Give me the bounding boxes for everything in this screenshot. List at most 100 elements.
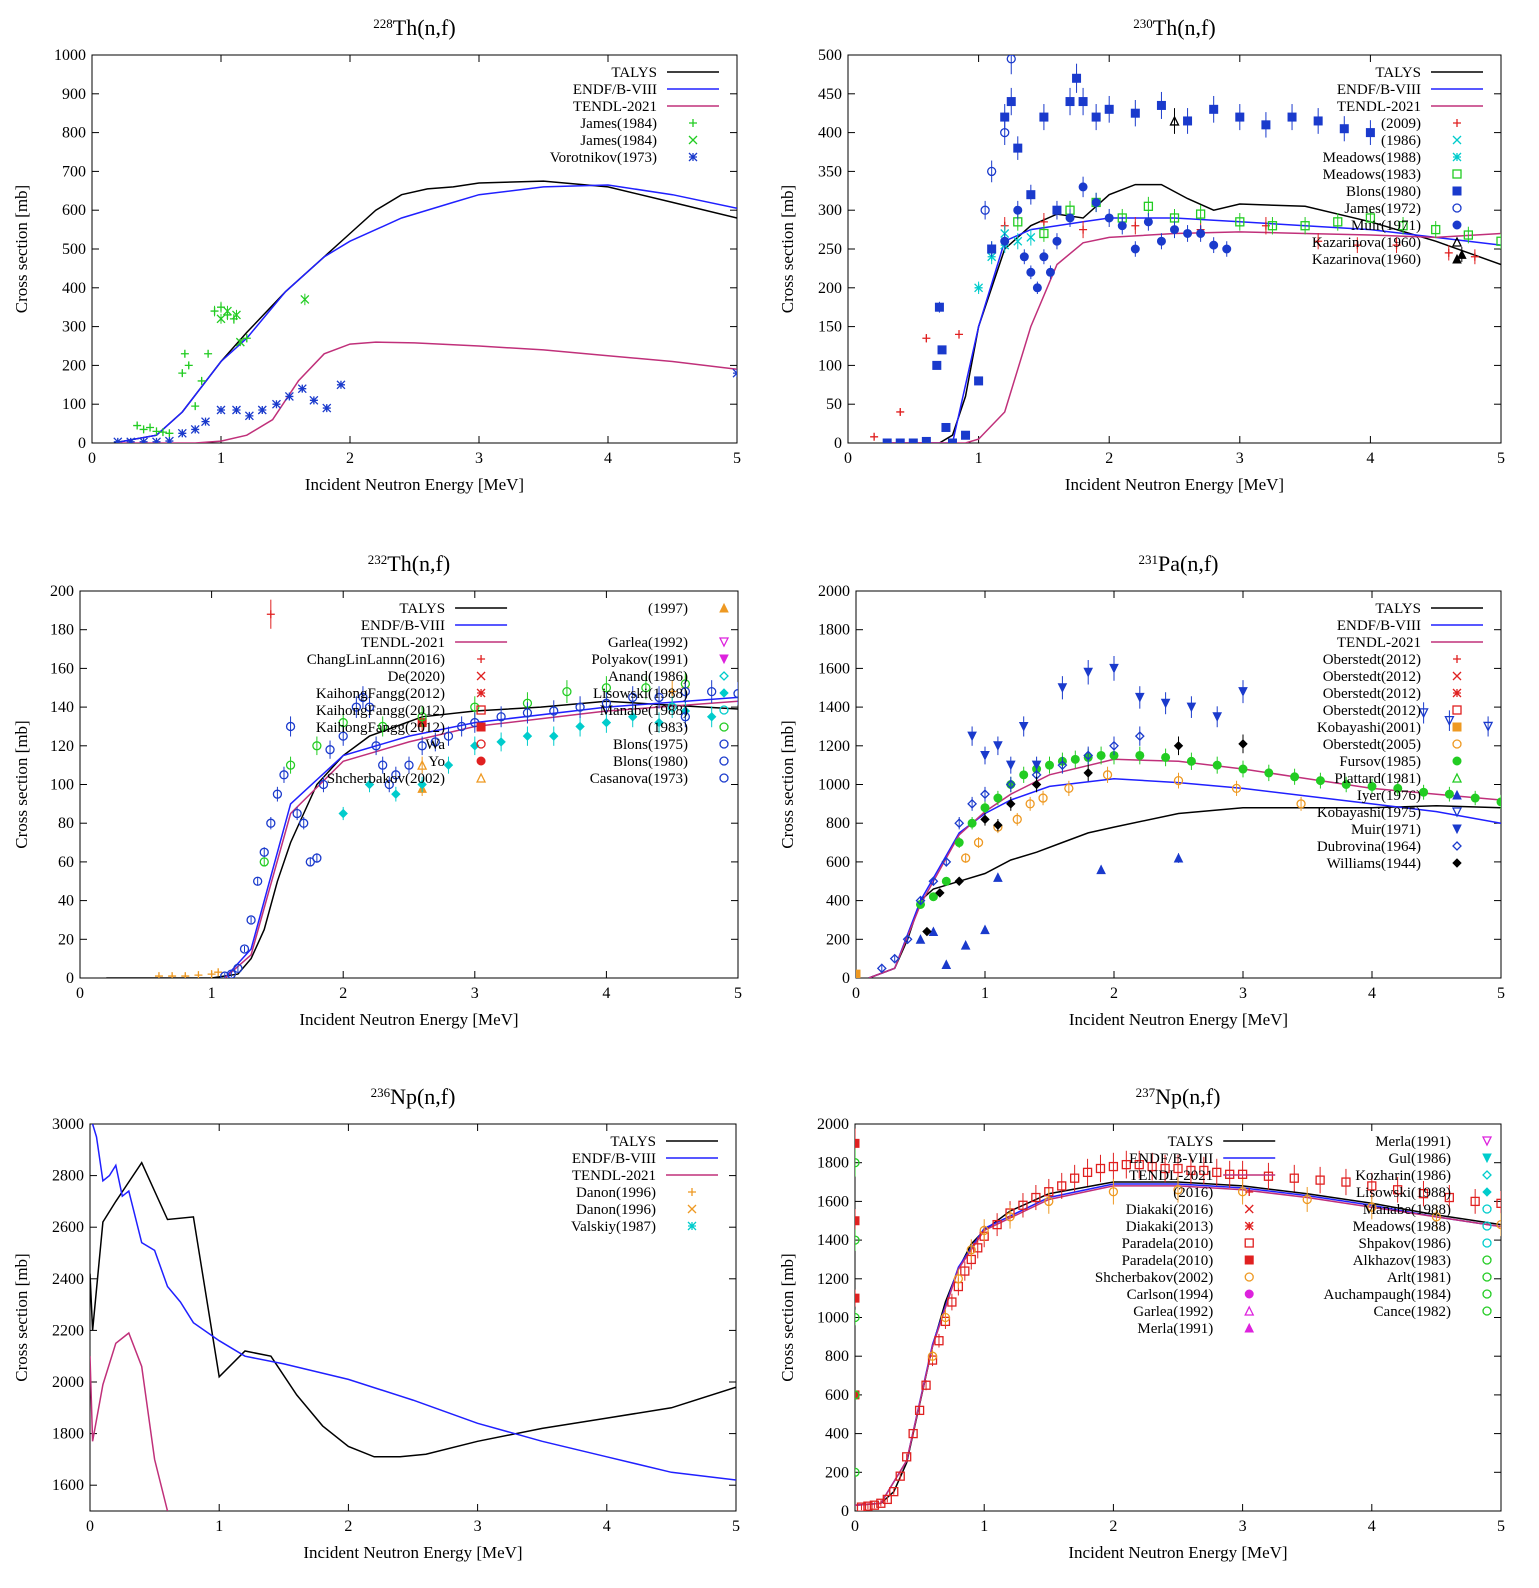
x-tick-label: 2 — [346, 450, 354, 467]
series-oberstedt-2005-point — [1102, 770, 1113, 780]
series-fursov-1985-point — [980, 803, 990, 813]
legend-label: Polyakov(1991) — [591, 652, 688, 668]
y-tick-label: 160 — [50, 660, 74, 677]
chart-title: 228Th(n,f) — [373, 15, 455, 40]
legend-marker — [1452, 705, 1462, 715]
legend-label: Cance(1982) — [1374, 1304, 1451, 1320]
y-tick-label: 600 — [826, 854, 850, 871]
legend-marker — [1244, 1221, 1254, 1231]
series-kobayashi-1975-point — [1418, 708, 1429, 719]
x-tick-label: 1 — [981, 985, 989, 1002]
x-tick-label: 1 — [980, 1518, 988, 1535]
legend-label: ENDF/B-VIII — [572, 1151, 656, 1167]
legend-label: ENDF/B-VIII — [1337, 618, 1421, 634]
series-muir-1971-point — [1238, 687, 1248, 697]
chart-panel-4: 231Pa(n,f) 0 1 2 3 4 5 0 200 400 600 800 1000 1200 140… — [778, 551, 1505, 1029]
series-paradela-2010-point — [855, 1216, 860, 1226]
chart-title-reaction: Th(n,f) — [393, 15, 456, 40]
series-james-1984-point — [180, 349, 189, 358]
series-blons-1980-point — [1365, 128, 1375, 138]
series-fursov-1985-point — [1096, 750, 1106, 760]
y-axis-label: Cross section [mb] — [12, 720, 31, 848]
series-meadows-1983-point — [1195, 209, 1206, 219]
chart-title-isotope: 228 — [373, 16, 393, 31]
series-paradela-2010-point — [1095, 1163, 1106, 1174]
series-james-1984-point — [133, 421, 142, 430]
series-fursov-1985-point — [1135, 750, 1145, 760]
y-tick-label: 1200 — [817, 1271, 849, 1288]
series-williams-1944-point — [993, 820, 1003, 830]
chart-panel-2: 230Th(n,f)0 1 2 3 4 5050100150200250300350400… — [778, 15, 1505, 494]
series-lisowski-1988-point — [601, 717, 612, 728]
y-tick-label: 100 — [62, 396, 86, 413]
series-fursov-1985-point — [1070, 754, 1080, 764]
series-1983-point — [470, 702, 480, 712]
series-paradela-2010-point — [1444, 1192, 1454, 1203]
series-tendl-2021-line — [117, 341, 737, 443]
legend-label: Oberstedt(2012) — [1323, 669, 1421, 685]
plot-data — [90, 1124, 736, 1511]
series-paradela-2010-point — [1018, 1200, 1028, 1210]
y-tick-label: 0 — [66, 970, 74, 987]
series-muir-1971-point — [1104, 213, 1114, 223]
legend-marker — [719, 739, 729, 749]
series-muir-1971-point — [1130, 244, 1140, 254]
series-muir-1971-point — [1117, 221, 1127, 231]
series-meadows-1983-point — [1365, 213, 1376, 223]
series-fursov-1985-point — [1470, 793, 1480, 803]
series-fursov-1985-point — [1341, 780, 1351, 789]
series-fursov-1985-point — [1045, 760, 1054, 770]
y-tick-label: 60 — [58, 854, 74, 871]
chart-title-isotope: 231 — [1139, 552, 1159, 567]
series-blons-1980-point — [233, 963, 243, 973]
legend-label: Shcherbakov(2002) — [1095, 1270, 1213, 1286]
series-oberstedt-2005-point — [961, 853, 971, 863]
y-tick-label: 2000 — [818, 583, 850, 600]
series-blons-1980-point — [305, 857, 315, 867]
legend-marker — [1244, 1204, 1254, 1214]
series-blons-1980-point — [259, 847, 269, 857]
series-james-1972-point — [980, 205, 990, 215]
legend-label: TENDL-2021 — [361, 635, 445, 651]
series-vorotnikov-1973-point — [732, 368, 737, 378]
series-james-1984-point — [197, 376, 206, 385]
series-muir-1971-point — [1170, 225, 1179, 235]
legend-label: Oberstedt(2012) — [1323, 652, 1421, 668]
series-meadows-1983-point — [1463, 230, 1473, 240]
series-iyer-1976-point — [960, 939, 971, 950]
series-iyer-1976-point — [993, 872, 1003, 882]
series-oberstedt-2005-point — [973, 837, 984, 848]
series-1983-point — [601, 683, 612, 693]
series-fursov-1985-point — [1496, 797, 1501, 807]
series-shcherbakov-2002-point — [1302, 1194, 1312, 1205]
legend-marker — [719, 602, 729, 613]
legend-marker — [719, 688, 729, 698]
series-blons-1980-point — [253, 876, 263, 886]
series-fursov-1985-point — [1419, 787, 1429, 797]
series-blons-1980-point — [680, 686, 691, 697]
series-blons-1980-point — [1130, 108, 1140, 118]
series-james-1984-point — [232, 310, 241, 320]
legend-label: TALYS — [399, 601, 445, 617]
x-tick-label: 3 — [1239, 1518, 1247, 1535]
legend-label: TENDL-2021 — [572, 1168, 656, 1184]
series-vorotnikov-1973-point — [201, 417, 210, 427]
series-fursov-1985-point — [1186, 756, 1196, 766]
series-muir-1971-point — [1018, 721, 1029, 732]
chart-title: 232Th(n,f) — [368, 551, 450, 576]
series-fursov-1985-point — [1019, 770, 1029, 780]
legend-label: Kazarinova(1960) — [1312, 252, 1421, 268]
chart-title: 237Np(n,f) — [1136, 1084, 1221, 1109]
x-axis-label: Incident Neutron Energy [MeV] — [1065, 475, 1284, 494]
series-muir-1971-point — [1183, 228, 1193, 238]
legend-marker — [719, 654, 729, 665]
legend-label: TALYS — [610, 1134, 656, 1150]
series-blons-1980-point — [934, 302, 944, 312]
legend-marker — [689, 119, 697, 127]
series-fursov-1985-point — [1444, 789, 1454, 799]
series-paradela-2010-point — [1199, 1165, 1209, 1176]
y-tick-label: 350 — [818, 163, 842, 180]
legend-marker — [1453, 655, 1461, 663]
series-blons-1980-point — [1183, 116, 1193, 126]
y-tick-label: 0 — [842, 970, 850, 987]
